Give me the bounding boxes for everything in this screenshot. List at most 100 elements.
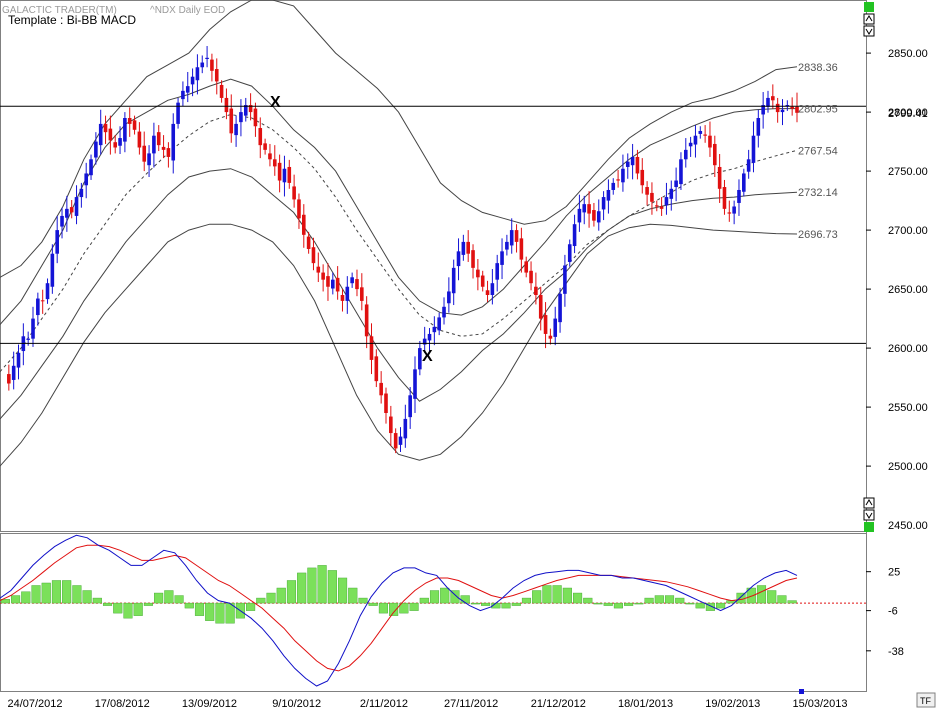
app-title: GALACTIC TRADER(TM) [2,5,117,16]
candle-body [408,395,412,418]
candle-body [495,263,500,280]
candle-body [698,130,703,134]
macd-histogram-bar [102,602,113,606]
candle-body [263,143,267,150]
macd-histogram-bar [143,602,153,606]
macd-histogram-bar [215,602,225,624]
macd-histogram-bar [317,565,327,604]
scroll-up-bottom-button[interactable] [863,497,875,509]
macd-histogram-bar [624,602,634,606]
x-tick-label: 27/11/2012 [444,698,498,710]
candle-body [389,416,393,434]
price-y-tick-label: 2750.00 [888,166,928,178]
macd-histogram-bar [562,587,572,604]
macd-histogram-bar [389,602,399,616]
candle-body [350,277,354,284]
candle-body [282,168,287,183]
macd-histogram-bar [552,585,562,604]
candle-body [485,290,490,295]
price-y-tick-label: 2850.00 [888,48,928,60]
candle-body [650,192,654,202]
candle-body [287,166,292,183]
price-panel-frame [0,0,867,532]
candle-body [722,187,727,209]
candle-body [243,105,248,116]
candle-body [587,204,591,214]
candle-body [592,210,596,221]
x-tick-label: 15/03/2013 [792,698,847,710]
candle-body [601,197,606,210]
candle-body [712,143,717,166]
price-y-tick-label: 2550.00 [888,402,928,414]
scroll-down-bottom-button[interactable] [863,509,875,521]
candle-body [113,142,118,148]
macd-histogram-bar [348,587,358,604]
candle-body [268,153,272,160]
candle-body [717,166,722,189]
candle-body [746,159,751,172]
candle-body [166,148,171,157]
time-scroll-marker[interactable] [799,689,804,694]
candle-body [771,96,775,101]
band-value-label: 2696.73 [798,229,838,241]
macd-panel-frame [0,533,867,692]
candle-body [98,123,103,146]
candle-body [195,67,200,81]
marker-x-low: X [422,348,433,365]
candle-body [45,283,50,300]
candle-body [766,97,770,107]
candle-body [253,108,258,127]
candle-body [790,106,794,109]
candle-body [258,128,263,146]
macd-histogram-bar [21,591,31,604]
candle-body [50,253,55,287]
candle-body [200,62,205,68]
candle-body [737,189,741,203]
candle-body [306,236,311,249]
candle-body [693,135,698,145]
timeframe-label: TF [920,696,931,706]
candle-body [616,179,620,181]
horizontal-levels [0,105,866,344]
candle-body [239,112,243,123]
candle-body [437,317,441,331]
candle-body [36,298,40,316]
candle-body [398,436,403,445]
macd-signal-line [0,544,798,672]
candle-body [234,123,238,136]
scroll-bottom-green[interactable] [864,522,874,532]
macd-histogram-bar [634,602,644,605]
candle-body [490,283,495,295]
price-y-tick-label: 2800.00 [888,107,928,119]
candle-body [40,300,45,302]
candle-body [543,315,548,334]
price-y-tick-label: 2700.00 [888,225,928,237]
candle-body [630,156,635,166]
candle-body [664,197,669,206]
last-price-label: 2799.41 [888,108,928,120]
macd-histogram-bar [266,592,276,604]
macd-histogram-bar [429,590,440,604]
macd-histogram-bar [82,590,92,604]
candle-body [742,173,746,192]
candle-body [461,241,466,255]
candle-body [301,214,306,235]
candle-body [775,103,780,113]
lower-inner-band [0,168,798,420]
candle-body [79,188,84,198]
candle-body [679,159,683,185]
candle-body [413,369,417,399]
candle-body [795,106,799,113]
candle-body [11,365,16,380]
scroll-up-button[interactable] [863,13,875,25]
candle-body [654,205,659,207]
scroll-down-top-button[interactable] [863,25,875,37]
scroll-top-green[interactable] [864,2,874,12]
candle-body [74,197,79,216]
timeframe-button[interactable]: TF [916,692,936,708]
marker-x-high: X [270,94,281,111]
macd-histogram-bar [378,602,388,614]
candle-body [147,153,151,166]
candle-body [190,76,195,85]
